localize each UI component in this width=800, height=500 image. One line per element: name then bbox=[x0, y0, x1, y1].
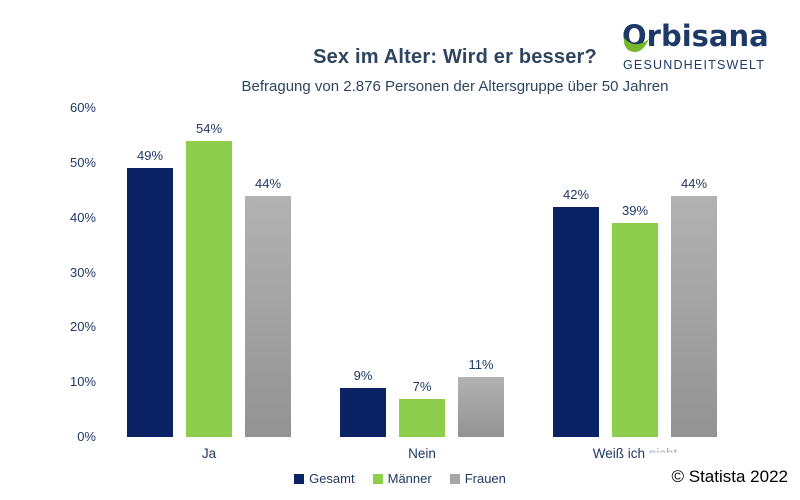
legend-item-frauen: Frauen bbox=[449, 471, 506, 486]
y-tick-label: 40% bbox=[69, 209, 96, 225]
bar-frauen-ja bbox=[245, 196, 291, 437]
legend-label: Gesamt bbox=[309, 471, 355, 486]
legend-item-männer: Männer bbox=[372, 471, 432, 486]
statista-copyright: © Statista 2022 bbox=[671, 467, 789, 486]
bar-value-label: 44% bbox=[680, 176, 708, 191]
bar-value-label: 9% bbox=[353, 368, 373, 383]
category-label: Nein bbox=[408, 446, 436, 461]
legend-label: Frauen bbox=[464, 471, 506, 486]
legend-swatch bbox=[449, 473, 460, 484]
legend-label: Männer bbox=[387, 471, 432, 486]
bar-value-label: 39% bbox=[621, 203, 649, 218]
chart-title: Sex im Alter: Wird er besser? bbox=[313, 46, 597, 68]
legend-item-gesamt: Gesamt bbox=[294, 471, 355, 486]
bar-gesamt-weiß-ich-nicht bbox=[553, 207, 599, 437]
bar-value-label: 44% bbox=[254, 176, 282, 191]
y-tick-label: 30% bbox=[69, 264, 96, 280]
bar-gesamt-nein bbox=[340, 388, 386, 437]
category-label-faint-part: nicht bbox=[644, 446, 678, 461]
bar-männer-weiß-ich-nicht bbox=[612, 223, 658, 437]
bar-gesamt-ja bbox=[127, 168, 173, 437]
bar-frauen-nein bbox=[458, 377, 504, 437]
chart-subtitle: Befragung von 2.876 Personen der Altersg… bbox=[241, 78, 669, 95]
category-label: Ja bbox=[201, 446, 217, 461]
y-tick-label: 10% bbox=[69, 374, 96, 390]
y-tick-label: 0% bbox=[77, 429, 96, 444]
y-tick-label: 20% bbox=[69, 319, 96, 335]
legend-swatch bbox=[294, 473, 305, 484]
category-label: Weiß ich nicht bbox=[592, 446, 678, 461]
logo-tagline-text: GESUNDHEITSWELT bbox=[623, 58, 765, 72]
bar-value-label: 7% bbox=[412, 379, 432, 394]
legend-swatch bbox=[372, 473, 383, 484]
y-tick-label: 60% bbox=[69, 100, 96, 115]
logo-leaf-icon bbox=[623, 38, 649, 52]
y-tick-label: 50% bbox=[69, 154, 96, 170]
bar-value-label: 49% bbox=[136, 148, 164, 163]
logo-brand-text: Orbisana bbox=[622, 19, 769, 53]
bar-value-label: 11% bbox=[468, 357, 494, 372]
bar-value-label: 42% bbox=[562, 187, 590, 202]
bar-frauen-weiß-ich-nicht bbox=[671, 196, 717, 437]
bar-männer-nein bbox=[399, 399, 445, 437]
bar-value-label: 54% bbox=[195, 121, 223, 136]
bar-männer-ja bbox=[186, 141, 232, 437]
orbisana-logo: Orbisana GESUNDHEITSWELT bbox=[622, 19, 769, 72]
legend: Gesamt Männer Frauen bbox=[0, 471, 800, 486]
